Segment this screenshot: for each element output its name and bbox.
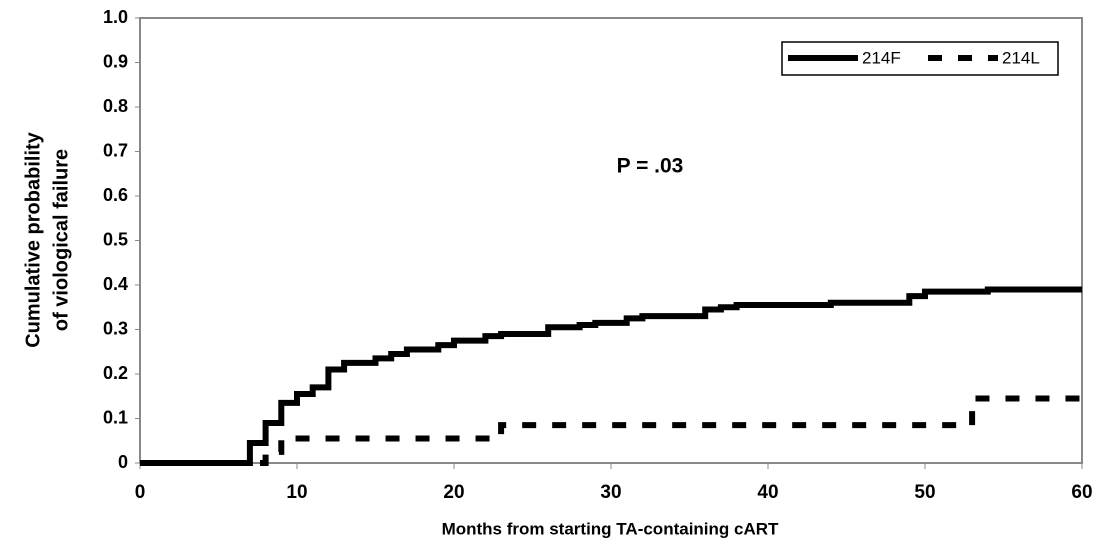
plot-frame	[139, 17, 1083, 464]
x-tick-label: 0	[135, 482, 146, 503]
x-tick-label: 10	[286, 482, 307, 503]
y-tick-label: 0	[118, 452, 128, 472]
legend-label: 214L	[1002, 48, 1040, 67]
x-tick-label: 20	[443, 482, 464, 503]
legend-label: 214F	[862, 48, 901, 67]
step-line	[140, 286, 1082, 466]
y-tick-label: 0.9	[103, 51, 128, 71]
x-axis-label: Months from starting TA-containing cART	[442, 519, 779, 538]
x-tick-label: 30	[600, 482, 621, 503]
x-tick-label: 40	[757, 482, 778, 503]
y-tick-label: 0.6	[103, 185, 128, 205]
x-tick-label: 50	[914, 482, 935, 503]
y-tick-label: 0.4	[103, 274, 128, 294]
y-tick-label: 1.0	[103, 7, 128, 27]
y-tick-label: 0.3	[103, 318, 128, 338]
annotation: P = .03	[617, 155, 684, 178]
y-axis-label: Cumulative probability	[22, 131, 44, 347]
y-tick-label: 0.2	[103, 363, 128, 383]
y-tick-label: 0.7	[103, 140, 128, 160]
x-tick-label: 60	[1071, 482, 1092, 503]
y-tick-label: 0.1	[103, 407, 128, 427]
y-axis-label: of viological failure	[50, 149, 72, 331]
step-line	[140, 395, 1082, 466]
y-tick-label: 0.8	[103, 96, 128, 116]
y-tick-label: 0.5	[103, 229, 128, 249]
